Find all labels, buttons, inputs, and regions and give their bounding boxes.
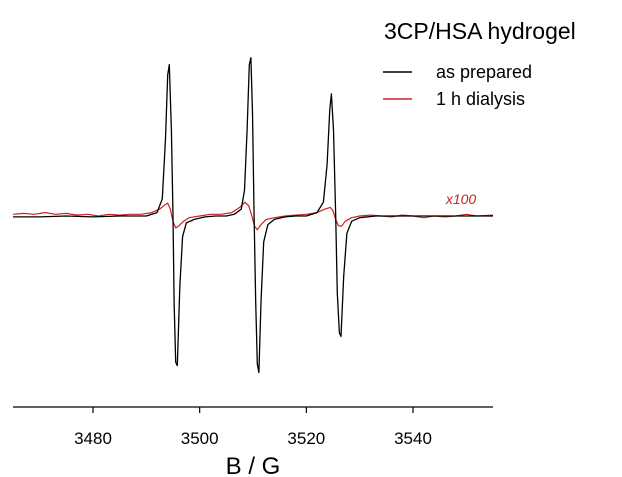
plot-lines bbox=[12, 57, 494, 374]
chart-title: 3CP/HSA hydrogel bbox=[384, 18, 576, 44]
x-axis-label: B / G bbox=[226, 453, 281, 477]
x-tick-label: 3500 bbox=[181, 429, 219, 448]
legend-label: as prepared bbox=[436, 62, 532, 82]
scale-annotation: x100 bbox=[445, 191, 477, 207]
series-line-as-prepared bbox=[13, 57, 493, 374]
x-axis-ticks: 3480 3500 3520 3540 bbox=[74, 407, 432, 448]
legend: as prepared 1 h dialysis bbox=[383, 62, 532, 109]
x-tick-label: 3520 bbox=[287, 429, 325, 448]
x-tick-label: 3540 bbox=[394, 429, 432, 448]
legend-label: 1 h dialysis bbox=[436, 89, 525, 109]
x-tick-label: 3480 bbox=[74, 429, 112, 448]
